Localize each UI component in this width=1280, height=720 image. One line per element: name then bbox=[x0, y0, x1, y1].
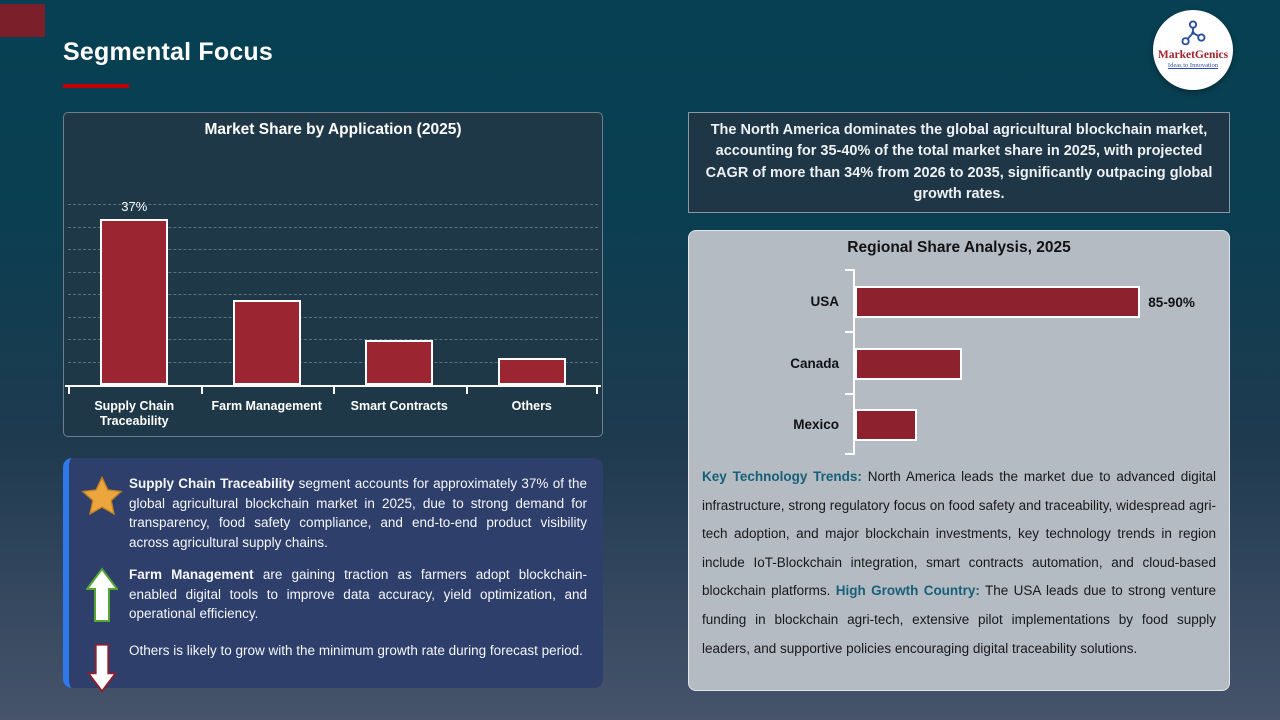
y-tick bbox=[845, 331, 853, 333]
x-tick bbox=[333, 387, 335, 394]
bar-column bbox=[333, 205, 466, 385]
application-chart-bars: 37% bbox=[68, 199, 599, 385]
note-heading-high-growth-country: High Growth Country: bbox=[835, 583, 980, 599]
bar-supply-chain-traceability bbox=[100, 218, 169, 385]
gridline bbox=[68, 226, 598, 228]
note-body: The USA leads due to strong venture fund… bbox=[702, 583, 1216, 656]
bar-column bbox=[201, 205, 334, 385]
insight-lead: Farm Management bbox=[129, 567, 254, 582]
note-heading-key-technology-trends: Key Technology Trends: bbox=[702, 469, 862, 484]
category-label: USA bbox=[810, 294, 839, 309]
category-label: Canada bbox=[790, 356, 839, 371]
logo-tagline: Ideas to Innovation bbox=[1167, 62, 1219, 69]
insight-body: are gaining traction as farmers adopt bl… bbox=[129, 567, 588, 621]
molecule-icon bbox=[1181, 20, 1206, 46]
category-label: Smart Contracts bbox=[350, 399, 448, 413]
down-arrow-icon bbox=[86, 643, 118, 698]
category-label: Others bbox=[511, 399, 552, 413]
insight-farm-management: Farm Management are gaining traction as … bbox=[129, 565, 587, 624]
highlight-text: The North America dominates the global a… bbox=[705, 121, 1213, 203]
application-chart-title: Market Share by Application (2025) bbox=[204, 121, 462, 138]
bar-mexico bbox=[855, 409, 917, 441]
insight-supply-chain: Supply Chain Traceability segment accoun… bbox=[129, 474, 587, 552]
up-arrow-icon bbox=[85, 567, 119, 628]
insight-lead: Supply Chain Traceability bbox=[129, 476, 295, 491]
application-chart-category-labels: Supply Chain Traceability Farm Managemen… bbox=[68, 399, 598, 429]
gridline bbox=[68, 204, 598, 205]
regional-notes: Key Technology Trends: North America lea… bbox=[702, 463, 1216, 663]
title-underline bbox=[63, 84, 129, 88]
x-tick bbox=[68, 387, 70, 394]
y-tick bbox=[845, 393, 853, 395]
insight-others: Others is likely to grow with the minimu… bbox=[129, 641, 587, 661]
bar-smart-contracts bbox=[365, 340, 434, 385]
corner-accent-bar bbox=[0, 4, 45, 37]
y-tick bbox=[845, 453, 853, 455]
x-tick bbox=[465, 387, 468, 394]
x-tick bbox=[596, 387, 598, 394]
north-america-highlight-box: The North America dominates the global a… bbox=[688, 112, 1230, 213]
marketgenics-logo: MarketGenics Ideas to Innovation bbox=[1153, 10, 1233, 90]
gridline bbox=[68, 339, 598, 340]
bar-farm-management bbox=[232, 299, 301, 385]
category-label: Supply Chain Traceability bbox=[94, 399, 175, 428]
application-chart-plot: 37% bbox=[65, 199, 601, 394]
gridline bbox=[68, 249, 598, 250]
gridline bbox=[68, 316, 598, 318]
x-axis-line bbox=[65, 385, 601, 387]
page-title: Segmental Focus bbox=[63, 38, 273, 66]
note-body: North America leads the market due to ad… bbox=[702, 469, 1216, 599]
x-tick bbox=[200, 387, 203, 394]
bar-row-usa: USA 85-90% bbox=[689, 286, 1215, 318]
bar-column bbox=[466, 205, 599, 385]
regional-analysis-panel: Regional Share Analysis, 2025 USA 85-90%… bbox=[688, 230, 1230, 691]
application-chart-panel: Market Share by Application (2025) 37% S… bbox=[63, 112, 603, 437]
logo-name: MarketGenics bbox=[1157, 49, 1229, 61]
regional-chart-title: Regional Share Analysis, 2025 bbox=[847, 239, 1071, 256]
category-label: Mexico bbox=[793, 417, 839, 432]
bar-row-canada: Canada bbox=[689, 348, 1215, 380]
insight-body: Others is likely to grow with the minimu… bbox=[129, 643, 583, 658]
bar-row-mexico: Mexico bbox=[689, 409, 1215, 441]
y-tick bbox=[845, 269, 853, 271]
insight-body: segment accounts for approximately 37% o… bbox=[129, 476, 587, 550]
category-label: Farm Management bbox=[211, 399, 322, 413]
bar-value-label: 37% bbox=[121, 198, 148, 214]
regional-chart-plot: USA 85-90% Canada Mexico bbox=[689, 261, 1215, 469]
gridline bbox=[68, 361, 598, 363]
star-icon bbox=[81, 475, 123, 521]
gridline bbox=[68, 271, 598, 273]
bar-value-label: 85-90% bbox=[1148, 294, 1195, 310]
bar-others bbox=[497, 358, 566, 385]
bar-canada bbox=[855, 348, 962, 380]
segment-insights-box: Supply Chain Traceability segment accoun… bbox=[63, 458, 603, 693]
gridline bbox=[68, 294, 598, 295]
bar-usa bbox=[855, 286, 1141, 318]
y-axis-line bbox=[853, 269, 855, 455]
bar-column: 37% bbox=[68, 199, 201, 385]
